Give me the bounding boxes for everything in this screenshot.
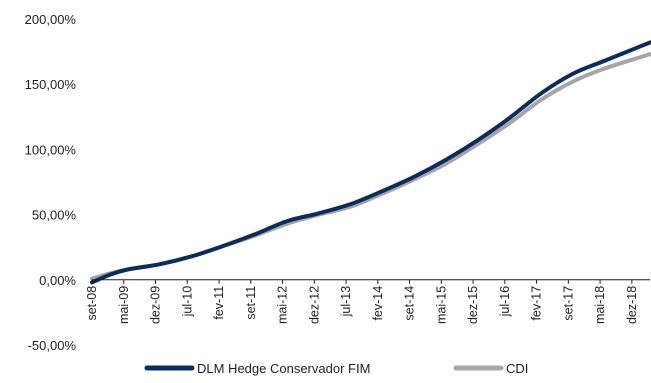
x-tick-label: dez-12 [307, 286, 321, 324]
x-tick-label: set-11 [244, 286, 258, 320]
x-tick-label: dez-18 [625, 286, 639, 324]
x-tick-label: mai-18 [593, 286, 607, 324]
y-tick-label: 150,00% [25, 77, 77, 92]
x-tick-label: dez-09 [149, 286, 163, 324]
x-tick-label: mai-12 [276, 286, 290, 324]
x-tick-label: fev-14 [371, 286, 385, 321]
legend-label-cdi: CDI [506, 361, 528, 376]
x-tick-label: jul-10 [180, 286, 194, 318]
x-tick-label: set-14 [403, 286, 417, 321]
series-line-cdi [90, 52, 651, 281]
x-tick-label: fev-11 [212, 286, 226, 320]
legend-label-dlm-hedge-conservador-fim: DLM Hedge Conservador FIM [197, 361, 370, 376]
x-axis-ticks: set-08 mai-09 dez-09 jul-10 fev-11 set-11 mai-… [85, 279, 639, 324]
y-tick-label: 200,00% [25, 12, 77, 27]
x-tick-label: mai-09 [117, 286, 131, 324]
series-lines [90, 40, 651, 285]
x-tick-label: dez-15 [466, 286, 480, 324]
x-tick-label: mai-15 [434, 286, 448, 324]
x-tick-label: jul-13 [339, 286, 353, 318]
series-line-dlm-hedge-conservador-fim [90, 40, 651, 285]
y-tick-label: -50,00% [28, 338, 77, 353]
y-tick-label: 0,00% [39, 273, 76, 288]
x-tick-label: fev-17 [530, 286, 544, 321]
x-tick-label: jul-16 [498, 286, 512, 318]
x-tick-label: set-17 [561, 286, 575, 321]
y-tick-label: 50,00% [32, 208, 77, 223]
y-tick-label: 100,00% [25, 142, 77, 157]
y-axis-tick-labels: -50,00% 0,00% 50,00% 100,00% 150,00% 200,00% [25, 12, 77, 353]
legend: DLM Hedge Conservador FIM CDI [144, 361, 528, 376]
x-tick-label: set-08 [85, 286, 99, 321]
